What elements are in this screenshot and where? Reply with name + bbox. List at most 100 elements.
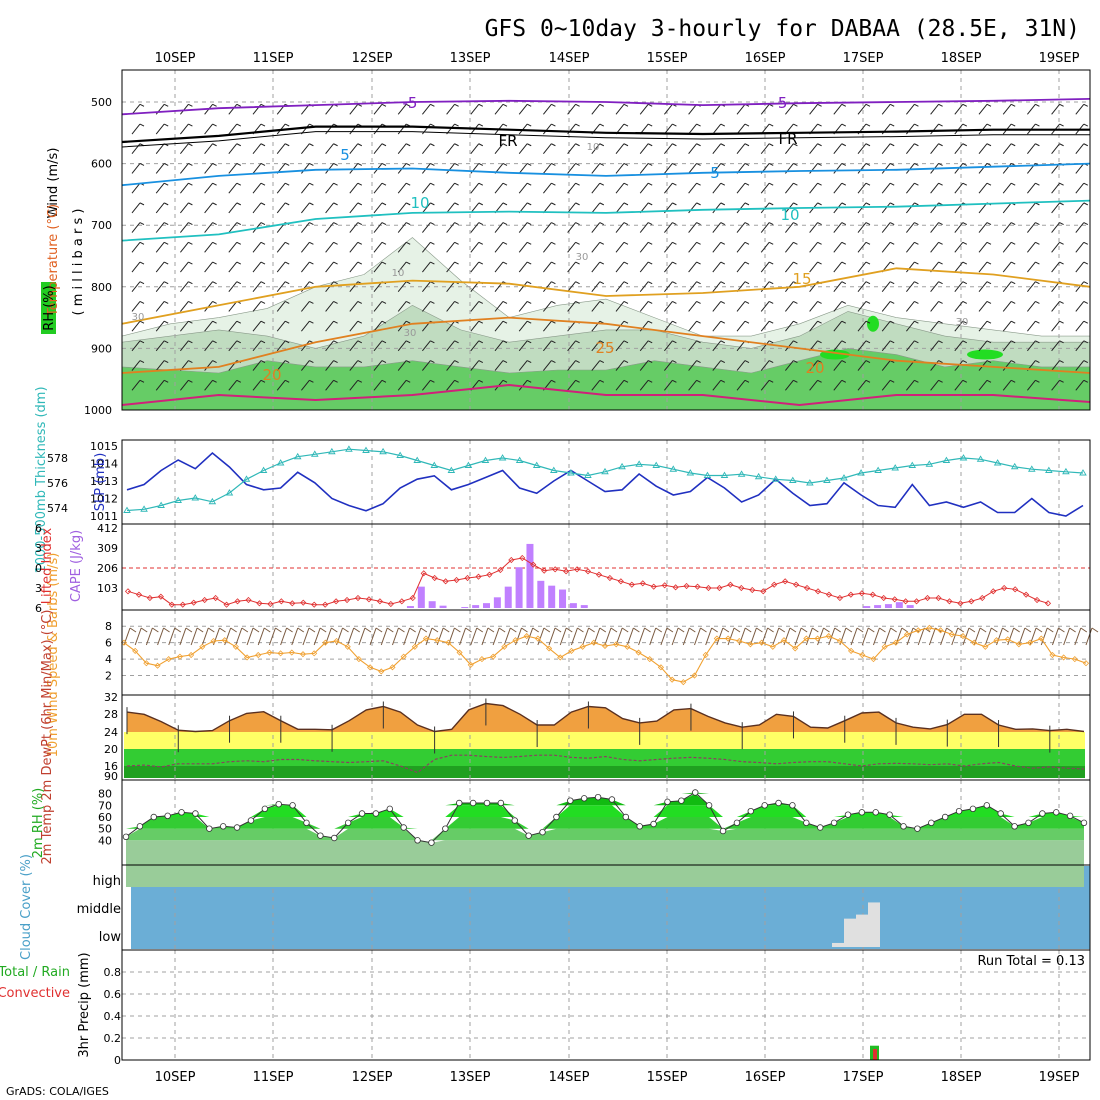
wind-barb-upper-tail [284, 163, 290, 166]
wind-barb-upper-tail [1059, 320, 1064, 324]
wind-barb-upper [180, 261, 189, 273]
wind-barb-upper [204, 163, 213, 174]
wind-barb-upper [301, 202, 310, 214]
wind-barb-upper [518, 182, 528, 194]
wind-barb-upper [1002, 360, 1012, 371]
wind-barb-upper-tail [236, 281, 242, 285]
wind-barb-upper-tail [865, 103, 871, 107]
wind-barb-upper-tail [986, 103, 992, 107]
wind-barb-upper-tail [841, 222, 847, 226]
cape-bar-28 [428, 601, 436, 608]
wind-barb-upper-tail [938, 241, 943, 245]
cape-bar-26 [406, 606, 414, 608]
wind-barb-upper [688, 379, 697, 391]
wind-barb-upper-tail [163, 202, 169, 206]
wind-barb-upper [422, 104, 431, 115]
wind-barb-upper-tail [720, 320, 726, 324]
wind-barb-upper [809, 163, 818, 174]
wind-barb-upper [180, 340, 189, 352]
wind-barb-upper [228, 143, 238, 155]
wind-barb-upper-tail [357, 182, 363, 186]
wind-barb-upper-tail [188, 360, 193, 364]
y-tick-cape-412: 412 [97, 522, 118, 535]
wind-barb-upper-tail [526, 360, 532, 364]
wind-barb-upper-tail [212, 202, 217, 206]
wind-barb-upper [930, 182, 939, 194]
lifted-point-8 [212, 594, 219, 602]
wind-point-19 [333, 637, 340, 645]
wind-barb-upper-tail [623, 241, 629, 245]
lifted-point-4 [168, 601, 175, 608]
wind-barb-upper [978, 281, 988, 293]
wind-barb-upper-tail [768, 360, 774, 364]
wind-barb-upper-tail [889, 261, 895, 265]
wind-barb-upper [301, 182, 310, 194]
wind-barb-upper-tail [188, 379, 193, 383]
wind-barb-upper-tail [284, 360, 290, 364]
wind-barb-upper-tail [478, 300, 484, 304]
wind-barb-upper-tail [405, 163, 411, 166]
lifted-point-58 [760, 588, 767, 595]
wind-barb-upper [930, 301, 939, 312]
wind-barb-upper [470, 320, 480, 332]
wind-barb-upper [954, 340, 964, 352]
wind-barb-upper-tail [865, 163, 871, 166]
y-tick-thick-574: 574 [47, 502, 68, 515]
wind-barb-upper-tail [768, 320, 774, 324]
wind-barb-upper [809, 182, 818, 194]
wind-barb-upper [276, 301, 286, 312]
wind-barb-10m-tail-33 [498, 627, 506, 633]
wind-barb-10m-tail-27 [431, 627, 439, 633]
wind-barb-upper [397, 241, 407, 253]
wind-barb-upper-tail [357, 241, 363, 245]
wind-barb-upper-tail [526, 320, 532, 324]
lifted-point-54 [716, 584, 723, 592]
rh-point-22 [428, 839, 435, 846]
wind-point-26 [411, 643, 418, 650]
wind-barb-upper [446, 340, 455, 352]
wind-barb-upper-tail [502, 143, 508, 147]
wind-barb-upper-tail [575, 241, 580, 245]
lifted-point-77 [968, 598, 975, 605]
wind-barb-upper-tail [865, 182, 871, 186]
wind-barb-upper [349, 241, 359, 253]
x-tick-top-14SEP: 14SEP [549, 51, 590, 66]
thickness-point-2 [157, 501, 165, 508]
wind-barb-upper-tail [841, 103, 847, 107]
wind-barb-upper-tail [841, 360, 847, 364]
wind-barb-10m-tail-37 [543, 627, 551, 633]
cape-bar-72 [906, 605, 914, 608]
wind-barb-upper-tail [405, 261, 411, 265]
wind-barb-upper-tail [430, 143, 435, 147]
cloud-low-bar-1 [844, 918, 856, 947]
wind-barb-upper [543, 163, 552, 174]
wind-barb-upper-tail [938, 379, 943, 383]
rh-point-3 [164, 812, 171, 820]
wind-barb-upper [881, 301, 891, 312]
wind-barb-10m-tail-46 [644, 627, 651, 633]
wind-barb-upper [881, 340, 891, 352]
wind-barb-upper [1027, 104, 1036, 115]
wind-barb-upper [785, 241, 794, 253]
rh-point-29 [525, 832, 532, 839]
wind-barb-10m-63 [828, 627, 836, 646]
wind-barb-upper [1027, 340, 1036, 352]
wind-barb-upper [1075, 222, 1085, 233]
wind-barb-10m-tail-32 [487, 627, 495, 633]
wind-barb-upper [252, 163, 262, 174]
wind-barb-upper [349, 320, 359, 332]
wind-barb-10m-54 [727, 627, 735, 646]
wind-barb-upper [760, 143, 770, 155]
x-tick-bottom-17SEP: 17SEP [843, 1070, 884, 1085]
wind-barb-upper-tail [381, 182, 387, 186]
wind-barb-upper-tail [478, 241, 484, 245]
wind-barb-upper [930, 104, 939, 115]
wind-barb-upper [301, 143, 310, 155]
y-tick-cape-103: 103 [97, 582, 118, 595]
lifted-point-43 [595, 571, 603, 578]
wind-barb-upper [349, 202, 359, 214]
wind-barb-upper [785, 340, 794, 352]
wind-barb-10m-tail-15 [297, 627, 305, 633]
wind-barb-upper [301, 241, 310, 253]
wind-barb-upper-tail [188, 143, 193, 147]
